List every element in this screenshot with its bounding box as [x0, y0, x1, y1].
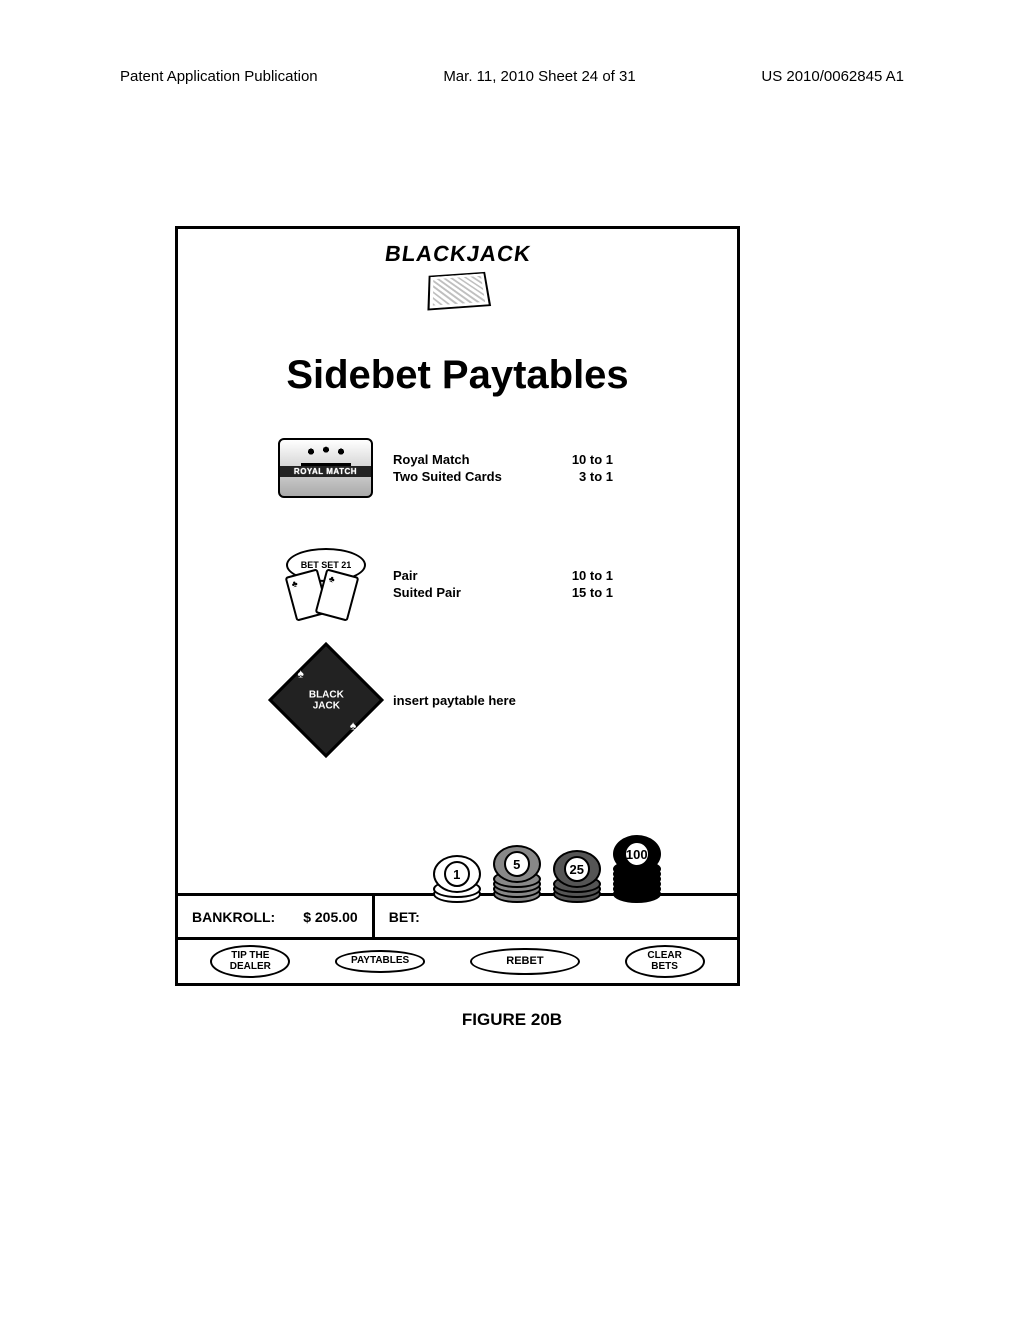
- bankroll-label: BANKROLL:: [192, 909, 275, 925]
- chip-value: 1: [444, 861, 470, 887]
- figure-caption: FIGURE 20B: [0, 1010, 1024, 1030]
- bet-cell: BET: 1 5 25 100: [375, 896, 737, 937]
- rebet-button[interactable]: REBET: [470, 948, 580, 976]
- header-right: US 2010/0062845 A1: [761, 68, 904, 85]
- progressive-paytable: insert paytable here: [393, 693, 697, 708]
- paytable-row-progressive: BLACK JACK insert paytable here: [278, 660, 697, 740]
- bet-set-logo: BET SET 21: [278, 547, 373, 622]
- paytable-placeholder: insert paytable here: [393, 693, 697, 708]
- figure-frame: BLACKJACK Sidebet Paytables ROYAL MATCH …: [175, 226, 740, 986]
- blackjack-logo-card-icon: [427, 272, 491, 311]
- chip-100[interactable]: 100: [613, 845, 661, 903]
- paytable-line: Two Suited Cards 3 to 1: [393, 469, 613, 484]
- paytable-odds: 10 to 1: [572, 452, 613, 467]
- paytable-hand-name: Pair: [393, 568, 418, 583]
- paytable-line: Pair 10 to 1: [393, 568, 613, 583]
- paytable-hand-name: Royal Match: [393, 452, 470, 467]
- bankroll-value: $ 205.00: [303, 909, 358, 925]
- chip-selector: 1 5 25 100: [425, 854, 737, 895]
- header-center: Mar. 11, 2010 Sheet 24 of 31: [443, 68, 635, 85]
- paytable-hand-name: Two Suited Cards: [393, 469, 502, 484]
- chip-1[interactable]: 1: [433, 865, 481, 903]
- paytable-line: Suited Pair 15 to 1: [393, 585, 613, 600]
- chip-5[interactable]: 5: [493, 855, 541, 903]
- royal-match-paytable: Royal Match 10 to 1 Two Suited Cards 3 t…: [393, 452, 697, 484]
- royal-match-logo-label: ROYAL MATCH: [280, 466, 371, 477]
- page-title: Sidebet Paytables: [178, 353, 737, 398]
- progressive-logo-line1: BLACK: [308, 689, 343, 700]
- clear-bets-button[interactable]: CLEAR BETS: [625, 945, 705, 978]
- paytable-row-bet-set: BET SET 21 Pair 10 to 1 Suited Pair 15 t…: [278, 544, 697, 624]
- paytables-button[interactable]: PAYTABLES: [335, 950, 425, 973]
- tip-dealer-button[interactable]: TIP THE DEALER: [210, 945, 290, 978]
- paytable-odds: 10 to 1: [572, 568, 613, 583]
- page-header: Patent Application Publication Mar. 11, …: [0, 68, 1024, 85]
- paytable-list: ROYAL MATCH Royal Match 10 to 1 Two Suit…: [178, 428, 737, 740]
- progressive-blackjack-logo: BLACK JACK: [278, 663, 373, 738]
- chip-value: 5: [504, 851, 530, 877]
- paytable-odds: 3 to 1: [579, 469, 613, 484]
- crown-icon: [301, 444, 351, 466]
- paytable-line: Royal Match 10 to 1: [393, 452, 613, 467]
- paytable-row-royal-match: ROYAL MATCH Royal Match 10 to 1 Two Suit…: [278, 428, 697, 508]
- blackjack-logo: BLACKJACK: [383, 241, 533, 321]
- bet-label: BET:: [389, 909, 420, 925]
- chip-25[interactable]: 25: [553, 860, 601, 903]
- progressive-logo-line2: JACK: [312, 700, 339, 711]
- bet-set-paytable: Pair 10 to 1 Suited Pair 15 to 1: [393, 568, 697, 600]
- blackjack-logo-text: BLACKJACK: [381, 241, 535, 267]
- chip-value: 100: [624, 841, 650, 867]
- paytable-odds: 15 to 1: [572, 585, 613, 600]
- game-logo-area: BLACKJACK: [178, 229, 737, 321]
- button-bar: TIP THE DEALER PAYTABLES REBET CLEAR BET…: [178, 937, 737, 983]
- bankroll-cell: BANKROLL: $ 205.00: [178, 896, 375, 937]
- chip-value: 25: [564, 856, 590, 882]
- info-bar: BANKROLL: $ 205.00 BET: 1 5 25: [178, 893, 737, 937]
- header-left: Patent Application Publication: [120, 68, 318, 85]
- royal-match-logo: ROYAL MATCH: [278, 431, 373, 506]
- paytable-hand-name: Suited Pair: [393, 585, 461, 600]
